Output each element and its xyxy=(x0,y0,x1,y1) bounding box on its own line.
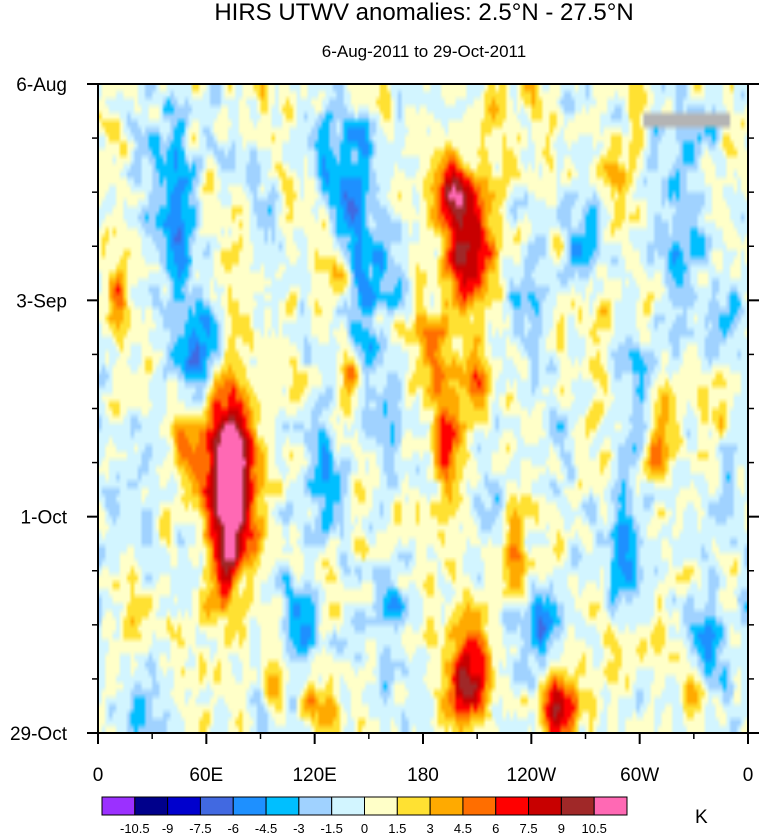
colorbar-box xyxy=(364,796,398,816)
y-tick-label: 6-Aug xyxy=(16,75,67,96)
colorbar-label: -6 xyxy=(227,821,239,834)
x-tick-label: 60W xyxy=(620,765,659,786)
colorbar-box xyxy=(331,796,365,816)
y-tick-label: 29-Oct xyxy=(10,724,68,745)
colorbar-box xyxy=(396,796,431,816)
colorbar-label: 6 xyxy=(492,821,499,834)
x-tick-label: 120E xyxy=(292,765,336,786)
colorbar-label: 1.5 xyxy=(388,821,406,834)
colorbar-label: -3 xyxy=(293,821,305,834)
axes: 0 60E 120E 180 120W 60W 0 6-Aug 3-Sep 1-Oct 29-Oct xyxy=(10,75,759,786)
colorbar-box xyxy=(495,796,530,816)
colorbar-box xyxy=(298,796,333,816)
colorbar: -10.5 -9 -7.5 -6 -4.5 -3 -1.5 0 1.5 3 4.5 6 7.5 9 10.5 xyxy=(101,796,628,834)
colorbar-box xyxy=(593,796,628,816)
x-tick-label: 60E xyxy=(189,765,223,786)
y-tick-label: 3-Sep xyxy=(16,291,67,312)
y-tick-label: 1-Oct xyxy=(21,508,68,529)
plot-area xyxy=(97,83,749,734)
colorbar-box xyxy=(101,796,136,816)
x-tick-label: 0 xyxy=(93,765,104,786)
colorbar-box xyxy=(462,796,497,816)
colorbar-label: -1.5 xyxy=(320,821,342,834)
x-tick-label: 180 xyxy=(407,765,439,786)
x-tick-label: 0 xyxy=(743,765,754,786)
anomaly-field xyxy=(98,84,748,733)
colorbar-label: -7.5 xyxy=(189,821,211,834)
chart-title: HIRS UTWV anomalies: 2.5°N - 27.5°N xyxy=(214,0,633,26)
colorbar-box xyxy=(265,796,300,816)
colorbar-box xyxy=(429,796,464,816)
colorbar-label: -10.5 xyxy=(120,821,150,834)
colorbar-unit-label: K xyxy=(695,807,708,828)
colorbar-label: -4.5 xyxy=(255,821,277,834)
colorbar-box xyxy=(167,796,201,816)
chart-subtitle: 6-Aug-2011 to 29-Oct-2011 xyxy=(322,42,526,61)
colorbar-box xyxy=(199,796,234,816)
colorbar-box xyxy=(528,796,562,816)
colorbar-box xyxy=(232,796,267,816)
colorbar-label: 3 xyxy=(427,821,434,834)
colorbar-label: 7.5 xyxy=(520,821,538,834)
colorbar-box xyxy=(134,796,169,816)
x-tick-label: 120W xyxy=(507,765,557,786)
colorbar-label: 10.5 xyxy=(582,821,607,834)
colorbar-box xyxy=(560,796,595,816)
colorbar-label: -9 xyxy=(162,821,174,834)
colorbar-label: 9 xyxy=(558,821,565,834)
colorbar-label: 4.5 xyxy=(454,821,472,834)
colorbar-label: 0 xyxy=(361,821,368,834)
